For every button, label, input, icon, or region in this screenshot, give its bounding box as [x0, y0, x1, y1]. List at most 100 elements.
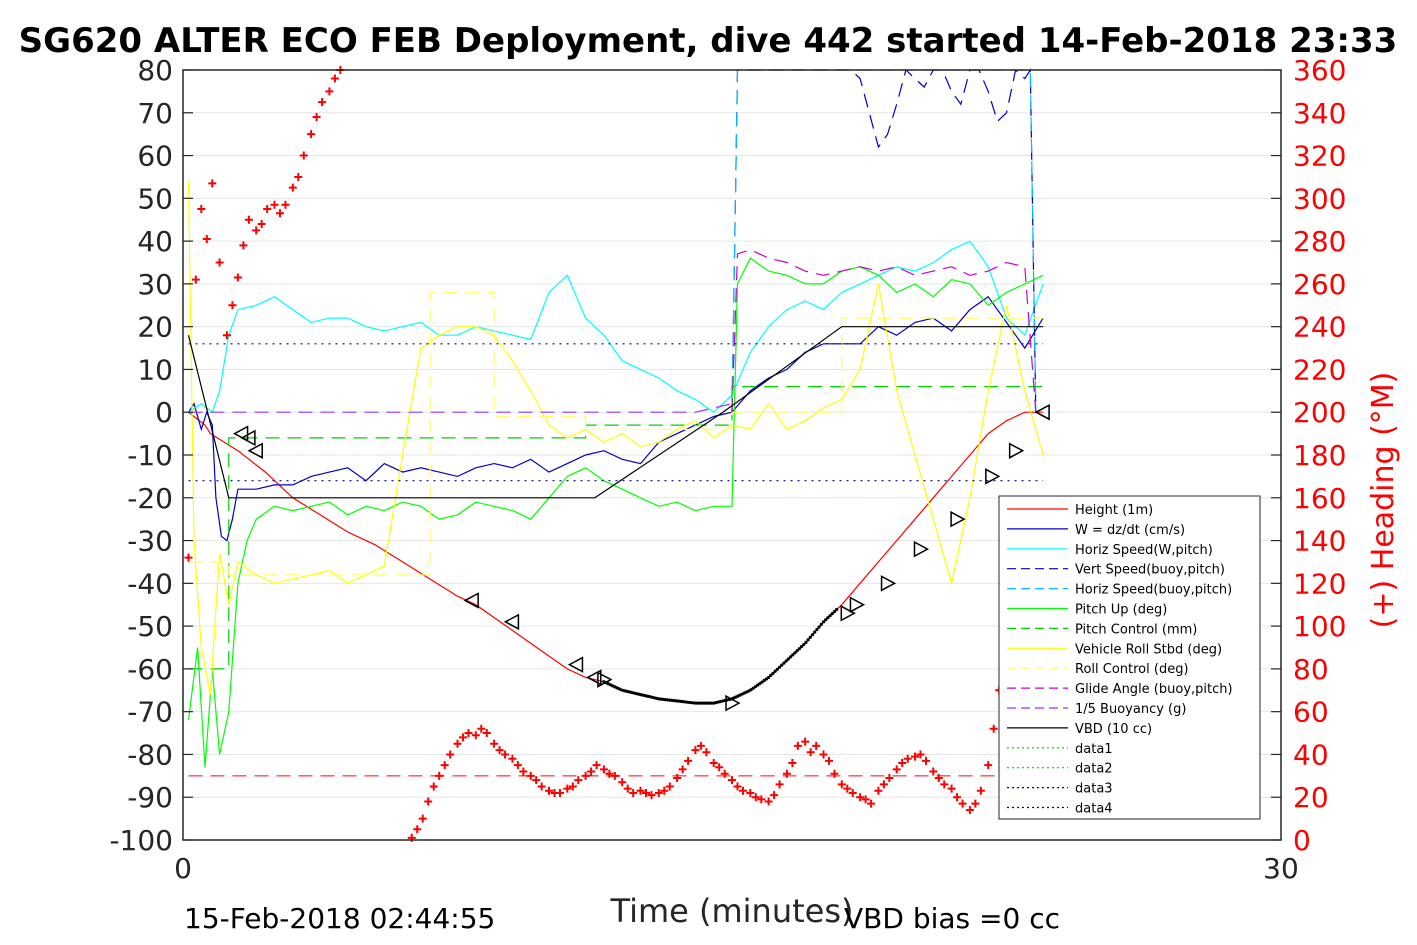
- heading-points: [184, 66, 1044, 842]
- turn-marker: [985, 468, 1001, 485]
- height-dot: [703, 701, 707, 705]
- heading-point: [879, 780, 888, 789]
- heading-point: [244, 215, 253, 224]
- series-line-5: [187, 257, 1044, 768]
- heading-point: [184, 553, 193, 562]
- heading-point: [947, 784, 956, 793]
- heading-point: [501, 750, 510, 759]
- heading-point: [294, 172, 303, 181]
- y2-tick-label: 160: [1293, 482, 1346, 515]
- heading-point: [239, 241, 248, 250]
- y2-tick-label: 280: [1293, 225, 1346, 258]
- legend-label: data2: [1075, 762, 1113, 777]
- series-line-2: [188, 240, 1044, 414]
- y-tick-label: 40: [137, 225, 173, 258]
- heading-point: [325, 87, 334, 96]
- heading-point: [482, 729, 491, 738]
- heading-point: [208, 179, 217, 188]
- y-tick-label: 30: [137, 268, 173, 301]
- turn-marker: [913, 540, 930, 558]
- heading-point: [623, 784, 632, 793]
- heading-point: [281, 200, 290, 209]
- height-dot: [793, 651, 797, 655]
- heading-point: [592, 761, 601, 770]
- heading-point: [263, 205, 272, 214]
- chart-title: SG620 ALTER ECO FEB Deployment, dive 442…: [19, 21, 1398, 61]
- y-tick-label: -60: [127, 653, 173, 686]
- x-tick-label: 30: [1263, 852, 1299, 885]
- height-dot: [821, 620, 826, 624]
- y-tick-label: -50: [127, 610, 173, 643]
- heading-point: [673, 773, 682, 782]
- heading-point: [446, 750, 455, 759]
- turn-marker: [880, 575, 897, 592]
- heading-point: [929, 767, 938, 776]
- legend-box: [998, 495, 1261, 820]
- heading-point: [806, 748, 815, 757]
- heading-point: [953, 793, 962, 802]
- heading-point: [702, 748, 711, 757]
- heading-point: [861, 795, 870, 804]
- heading-point: [788, 759, 797, 767]
- height-dot: [808, 635, 812, 639]
- heading-point: [654, 788, 663, 797]
- heading-point: [202, 234, 211, 243]
- height-dot: [828, 614, 832, 618]
- heading-point: [477, 724, 486, 733]
- height-dot: [791, 653, 795, 657]
- heading-point: [413, 825, 422, 834]
- heading-point: [599, 765, 608, 774]
- turn-marker: [597, 671, 613, 688]
- y2-tick-label: 220: [1293, 353, 1346, 386]
- height-dots: [602, 607, 839, 705]
- heading-point: [812, 741, 821, 750]
- turn-marker: [503, 613, 520, 631]
- heading-point: [775, 780, 784, 789]
- y2-tick-label: 140: [1293, 525, 1346, 558]
- y-tick-label: 70: [137, 97, 173, 130]
- heading-point: [270, 200, 279, 209]
- heading-point: [318, 98, 327, 107]
- y-tick-label: -100: [109, 824, 173, 857]
- y2-tick-label: 320: [1293, 140, 1346, 173]
- heading-point: [490, 739, 499, 748]
- series-line-8: [188, 291, 1044, 576]
- heading-point: [197, 205, 206, 214]
- heading-point: [440, 761, 449, 770]
- heading-point: [940, 780, 949, 789]
- heading-point: [874, 786, 883, 795]
- heading-point: [764, 797, 773, 806]
- heading-point: [989, 724, 998, 733]
- heading-point: [233, 273, 242, 282]
- footer-vbd-bias: VBD bias =0 cc: [844, 902, 1060, 935]
- heading-point: [934, 773, 943, 782]
- heading-point: [605, 769, 614, 778]
- y2-tick-label: 360: [1293, 54, 1346, 87]
- heading-point: [495, 746, 504, 755]
- legend-label: Pitch Control (mm): [1075, 622, 1197, 637]
- heading-point: [819, 750, 828, 759]
- height-dot: [819, 622, 823, 627]
- turn-marker: [725, 694, 741, 712]
- height-dot: [830, 612, 834, 616]
- heading-point: [458, 733, 467, 742]
- y-tick-label: 50: [137, 182, 173, 215]
- heading-point: [898, 759, 907, 767]
- height-dot: [784, 659, 788, 663]
- heading-point: [720, 769, 729, 778]
- x-axis-ticks: 0 30: [174, 852, 1299, 885]
- heading-point: [856, 793, 865, 802]
- y-tick-label: 10: [137, 353, 173, 386]
- y2-tick-label: 100: [1293, 610, 1346, 643]
- legend-label: data4: [1075, 802, 1113, 817]
- heading-point: [984, 761, 993, 770]
- heading-point: [636, 786, 645, 795]
- height-dot: [709, 701, 714, 705]
- heading-point: [563, 784, 572, 793]
- turn-marker: [463, 592, 479, 609]
- heading-point: [830, 769, 839, 778]
- legend-label: VBD (10 cc): [1075, 722, 1152, 737]
- height-dot: [771, 671, 775, 675]
- heading-point: [464, 729, 473, 738]
- heading-point: [330, 74, 339, 83]
